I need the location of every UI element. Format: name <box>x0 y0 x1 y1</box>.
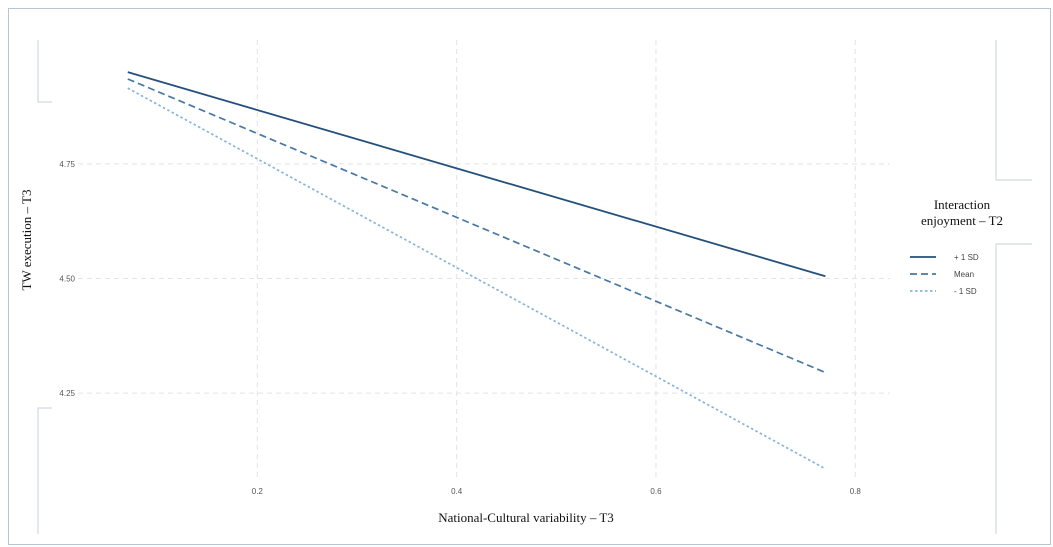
decor-bracket-left-top <box>37 40 52 103</box>
chart-frame <box>8 8 1051 545</box>
legend-label-2: Mean <box>954 270 974 279</box>
decor-bracket-right-bottom <box>995 243 1032 534</box>
series-lines <box>127 71 826 470</box>
decor-bracket-left-bottom <box>37 407 52 534</box>
series-line-2 <box>127 78 826 374</box>
x-axis-title: National-Cultural variability – T3 <box>438 510 614 525</box>
y-tick-label: 4.75 <box>59 160 75 169</box>
y-gridlines <box>78 163 890 394</box>
x-gridlines <box>256 40 856 478</box>
legend-label-3: - 1 SD <box>954 287 977 296</box>
y-tick-labels: 4.25 4.50 4.75 <box>59 160 75 398</box>
x-tick-labels: 0.2 0.4 0.6 0.8 <box>252 487 862 496</box>
x-tick-label: 0.4 <box>451 487 463 496</box>
decor-bracket-right-top <box>995 40 1032 181</box>
series-line-1 <box>127 71 826 278</box>
y-axis-title: TW execution – T3 <box>19 190 34 291</box>
legend-title-line-2: enjoyment – T2 <box>921 213 1003 228</box>
x-tick-label: 0.8 <box>850 487 862 496</box>
x-tick-label: 0.2 <box>252 487 264 496</box>
y-tick-label: 4.25 <box>59 389 75 398</box>
y-tick-label: 4.50 <box>59 274 75 283</box>
legend-title-line-1: Interaction <box>934 197 991 212</box>
x-tick-label: 0.6 <box>650 487 662 496</box>
legend-label-1: + 1 SD <box>954 253 979 262</box>
legend-items: + 1 SD Mean - 1 SD <box>910 253 979 296</box>
series-line-3 <box>127 87 826 470</box>
decorative-brackets <box>37 40 1032 534</box>
legend: Interaction enjoyment – T2 + 1 SD Mean - 1… <box>910 197 1003 296</box>
